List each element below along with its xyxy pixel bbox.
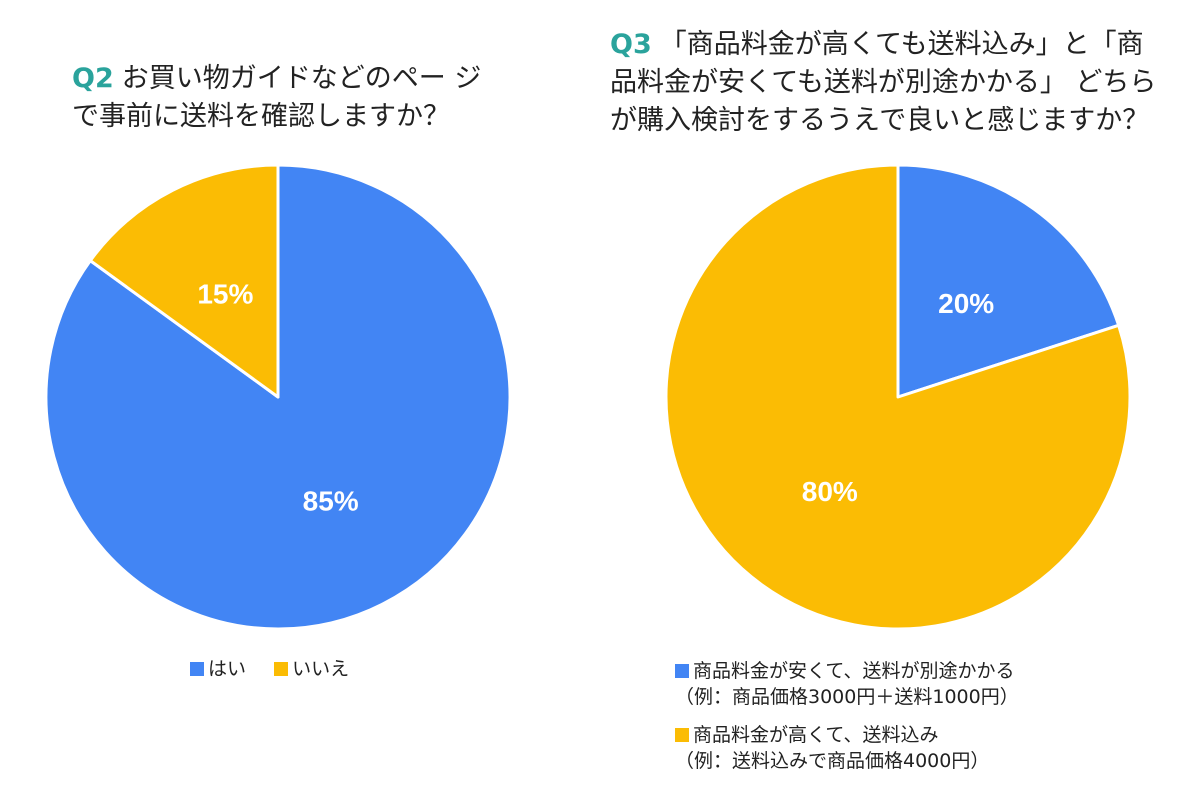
q2-legend-swatch-no xyxy=(274,662,289,676)
q3-title: Q3 「商品料金が高くても送料込み」と「商 品料金が安くても送料が別途かかる」 ど… xyxy=(610,26,1156,140)
q2-legend-label-yes: はい xyxy=(208,658,247,680)
q3-legend-label-separate: 商品料金が安くて、送料が別途かかる xyxy=(693,660,1015,682)
q2-legend-swatch-yes xyxy=(190,662,204,676)
q2-legend-item-no: いいえ xyxy=(274,656,349,682)
q2-legend-label-no: いいえ xyxy=(292,658,350,680)
q3-title-prefix: Q3 xyxy=(610,29,652,60)
q3-title-line-1: 「商品料金が高くても送料込み」と「商 xyxy=(659,29,1144,60)
q2-slice-label-yes: 85% xyxy=(303,485,359,516)
q3-slice-separate xyxy=(896,163,1121,399)
q3-title-line-2: 品料金が安くても送料が別途かかる」 どちら xyxy=(610,67,1157,98)
q2-slice-no xyxy=(88,163,280,399)
q3-slice-label-included: 80% xyxy=(802,476,858,507)
q3-legend-swatch-included xyxy=(675,728,689,742)
q3-legend-label-included: 商品料金が高くて、送料込み xyxy=(693,724,939,746)
q2-legend: はい いいえ xyxy=(190,656,371,683)
q3-legend-item-included: 商品料金が高くて、送料込み （例：送料込みで商品価格4000円） xyxy=(675,722,1019,774)
q2-legend-item-yes: はい xyxy=(190,656,246,682)
q2-slice-label-no: 15% xyxy=(197,279,253,310)
q3-legend-sublabel-separate: （例：商品価格3000円＋送料1000円） xyxy=(675,686,1019,708)
q3-title-line-3: が購入検討をするうえで良いと感じますか？ xyxy=(610,105,1150,136)
q2-title: Q2 お買い物ガイドなどのペー ジ で事前に送料を確認しますか？ xyxy=(72,60,481,136)
q3-legend-item-separate: 商品料金が安くて、送料が別途かかる （例：商品価格3000円＋送料1000円） xyxy=(675,658,1019,710)
q3-slice-included xyxy=(664,163,1132,631)
q3-legend-sublabel-included: （例：送料込みで商品価格4000円） xyxy=(675,750,990,772)
q2-title-line-2: で事前に送料を確認しますか？ xyxy=(72,101,450,132)
q3-slice-label-separate: 20% xyxy=(938,288,994,319)
q3-legend-swatch-separate xyxy=(675,664,689,678)
q2-title-line-1: お買い物ガイドなどのペー ジ xyxy=(121,63,482,94)
q2-title-prefix: Q2 xyxy=(72,63,114,94)
q3-legend: 商品料金が安くて、送料が別途かかる （例：商品価格3000円＋送料1000円） … xyxy=(675,658,1019,786)
